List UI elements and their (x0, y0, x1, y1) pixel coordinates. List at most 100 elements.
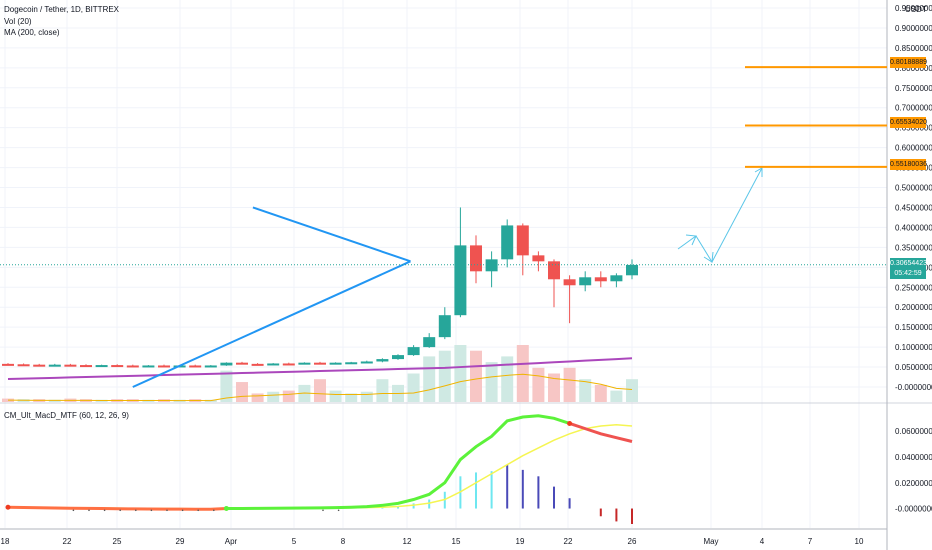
candle-body (563, 279, 576, 286)
candle-body (298, 362, 311, 365)
macd-axis-label: -0.00000000 (895, 505, 932, 514)
macd-cross-marker (5, 504, 11, 510)
macd-dot (150, 509, 153, 512)
time-axis-label: 19 (516, 537, 525, 546)
volume-bar (220, 370, 233, 402)
candle-body (407, 347, 420, 356)
candle-body (80, 365, 92, 368)
candle-body (48, 364, 61, 367)
volume-bar (345, 393, 358, 402)
candle-body (2, 363, 14, 366)
macd-dot (88, 509, 90, 512)
arrow-head-1 (685, 234, 697, 246)
volume-bar (423, 356, 436, 402)
volume-bar (470, 350, 482, 402)
volume-bar (626, 379, 638, 402)
candle-body (485, 259, 498, 272)
volume-bar (360, 391, 373, 402)
candle-body (516, 225, 529, 256)
candle-body (142, 365, 155, 368)
time-axis-label: May (703, 537, 718, 546)
candle-body (501, 225, 514, 260)
volume-bar (407, 373, 420, 402)
volume-indicator-label: Vol (20) (4, 17, 32, 26)
time-axis-label: 12 (403, 537, 412, 546)
candle-body (17, 364, 30, 367)
candle-body (376, 359, 389, 362)
volume-ma-line (7, 373, 633, 402)
candle-body (33, 364, 46, 367)
candle-body (251, 363, 264, 366)
candle-body (314, 362, 326, 365)
macd-indicator-label: CM_Ult_MacD_MTF (60, 12, 26, 9) (4, 411, 129, 420)
symbol-title: Dogecoin / Tether, 1D, BITTREX (4, 5, 120, 14)
price-axis-label: 0.05000000 (895, 363, 932, 372)
volume-bar (610, 390, 623, 402)
macd-dot (119, 509, 121, 512)
triangle-upper-line (252, 206, 411, 263)
candle-body (189, 365, 202, 368)
volume-bar (485, 362, 498, 402)
macd-dot (181, 509, 184, 512)
candle-body (532, 255, 545, 262)
volume-bar (329, 390, 342, 402)
triangle-lower-line (132, 260, 411, 388)
macd-dot (213, 509, 215, 512)
candle-body (392, 355, 404, 360)
volume-bar (267, 391, 280, 402)
macd-dot (322, 509, 324, 512)
candle-body (548, 261, 560, 280)
time-axis-label: 8 (341, 537, 346, 546)
volume-bar (282, 390, 295, 402)
volume-bar (532, 367, 545, 402)
candle-body (126, 365, 139, 368)
macd-line-falling (569, 422, 633, 443)
ma-indicator-label: MA (200, close) (4, 28, 60, 37)
ma200-line (7, 357, 633, 381)
time-axis-label: 26 (628, 537, 637, 546)
volume-bar (251, 393, 264, 402)
candle-body (282, 363, 295, 366)
candle-body (610, 275, 623, 282)
candle-body (345, 362, 358, 365)
volume-bar (579, 379, 592, 402)
candle-body (626, 264, 638, 276)
time-axis-label: 29 (176, 537, 185, 546)
macd-axis-label: 0.02000000 (895, 479, 932, 488)
time-axis-label: 15 (452, 537, 461, 546)
volume-bar (236, 382, 248, 402)
candle-body (95, 365, 108, 368)
candle-body (220, 362, 233, 366)
candle-body (236, 362, 248, 365)
price-level-tag-3: 0.55180036 (890, 159, 927, 170)
grid (0, 0, 887, 528)
volume-bar (454, 345, 467, 402)
candle-body (594, 277, 607, 282)
macd-cross-marker (567, 420, 573, 426)
volume-bar (501, 356, 514, 402)
volume-bar (548, 373, 560, 402)
projection-arrow (677, 167, 763, 264)
candle-body (423, 337, 436, 348)
macd-cross-marker (223, 506, 229, 512)
candle-body (64, 364, 77, 367)
candle-body (267, 363, 280, 366)
candle-body (360, 361, 373, 364)
volume-bar (438, 350, 451, 402)
candle-body (111, 365, 124, 368)
price-level-tag-2: 0.65534020 (890, 117, 927, 128)
candle-body (158, 365, 170, 368)
